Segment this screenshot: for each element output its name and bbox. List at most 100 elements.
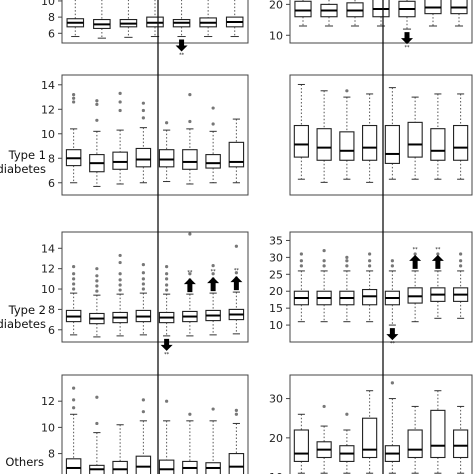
box-8: [228, 118, 245, 184]
box-8: [453, 252, 469, 319]
panel-frame: [289, 231, 473, 343]
outlier-point: [188, 92, 192, 97]
box-body: [294, 0, 312, 18]
y-tick-label: 10: [41, 0, 55, 8]
y-tick-label: 25: [269, 268, 283, 281]
significance-mark: **: [179, 53, 185, 59]
outlier-point: [118, 278, 122, 282]
outlier-point: [141, 108, 145, 113]
outlier-point: [345, 255, 349, 259]
outlier-point: [390, 381, 394, 385]
outlier-point: [413, 252, 417, 256]
significance-mark: **: [405, 45, 411, 51]
box-3: [346, 0, 364, 27]
outlier-point: [234, 412, 238, 416]
box-5: [384, 87, 400, 180]
y-tick-label: 12: [41, 395, 55, 408]
row-label-type1-line1: Type 1 diabetes: [0, 148, 46, 176]
y-tick-label: 12: [41, 263, 55, 276]
box-5: [172, 0, 191, 38]
box-7: [430, 93, 446, 180]
outlier-point: [322, 249, 326, 253]
y-tick-label: 8: [48, 152, 55, 165]
box-body: [407, 121, 423, 158]
panel-frame: [61, 74, 249, 196]
box-7: [430, 390, 446, 474]
box-4: [146, 0, 164, 38]
y-tick-label: 6: [48, 177, 55, 190]
box-body: [453, 429, 469, 459]
box-7: [450, 0, 468, 27]
box-1: [65, 386, 82, 474]
box-body: [112, 151, 128, 170]
box-1: [65, 265, 82, 336]
box-body: [293, 124, 309, 158]
box-4: [135, 101, 152, 184]
outlier-point: [95, 421, 99, 426]
y-tick-label: 6: [48, 324, 55, 337]
box-body: [158, 149, 175, 168]
y-tick-label: 30: [269, 251, 283, 264]
box-3: [339, 255, 355, 323]
box-4: [135, 398, 152, 474]
outlier-point: [368, 264, 372, 268]
outlier-point: [165, 399, 169, 403]
outlier-point: [95, 99, 99, 103]
outlier-point: [118, 91, 122, 95]
box-body: [316, 128, 332, 161]
outlier-point: [72, 406, 76, 410]
box-1: [293, 83, 309, 180]
box-6: [407, 96, 423, 180]
box-1: [293, 252, 309, 323]
box-2: [89, 99, 105, 187]
box-body: [135, 455, 152, 474]
y-tick-label: 14: [41, 242, 55, 255]
box-body: [430, 128, 446, 161]
box-7: [205, 106, 221, 184]
outlier-point: [234, 271, 238, 275]
panels-layer: 6 8 10 ** 10 20 ** 6 8 10 12 14 6 8 10 12 14 ** ** ** ** 10 15…: [41, 0, 473, 474]
outlier-point: [299, 264, 303, 268]
box-2: [89, 395, 105, 474]
box-5: [398, 0, 416, 39]
significance-mark: **: [164, 352, 170, 358]
panel-1: 10 20 **: [269, 0, 473, 51]
outlier-point: [72, 287, 76, 291]
outlier-point: [188, 412, 192, 416]
outlier-point: [72, 277, 76, 281]
outlier-point: [459, 252, 463, 256]
box-7: [430, 252, 446, 319]
outlier-point: [95, 274, 99, 278]
box-body: [453, 124, 469, 161]
outlier-point: [211, 264, 215, 268]
y-tick-label: 30: [269, 393, 283, 406]
box-3: [339, 89, 355, 180]
outlier-point: [118, 253, 122, 258]
outlier-point: [141, 116, 145, 120]
box-1: [294, 0, 312, 27]
box-1: [293, 413, 309, 474]
box-5: [158, 121, 175, 183]
box-body: [228, 141, 245, 168]
outlier-point: [118, 108, 122, 113]
outlier-point: [72, 92, 76, 97]
outlier-point: [141, 101, 145, 105]
panel-frame: [61, 374, 249, 474]
outlier-point: [211, 122, 215, 126]
outlier-point: [72, 386, 76, 390]
outlier-point: [141, 398, 145, 402]
arrow-up-icon: [183, 278, 196, 293]
box-6: [424, 0, 442, 27]
outlier-point: [165, 283, 169, 287]
panel-frame: [289, 374, 473, 474]
outlier-point: [211, 106, 215, 110]
box-body: [362, 417, 378, 459]
box-body: [65, 458, 82, 474]
outlier-point: [141, 271, 145, 275]
outlier-point: [322, 259, 326, 263]
outlier-point: [95, 289, 99, 293]
panel-2: 6 8 10 12 14: [41, 74, 249, 196]
box-3: [112, 424, 128, 474]
